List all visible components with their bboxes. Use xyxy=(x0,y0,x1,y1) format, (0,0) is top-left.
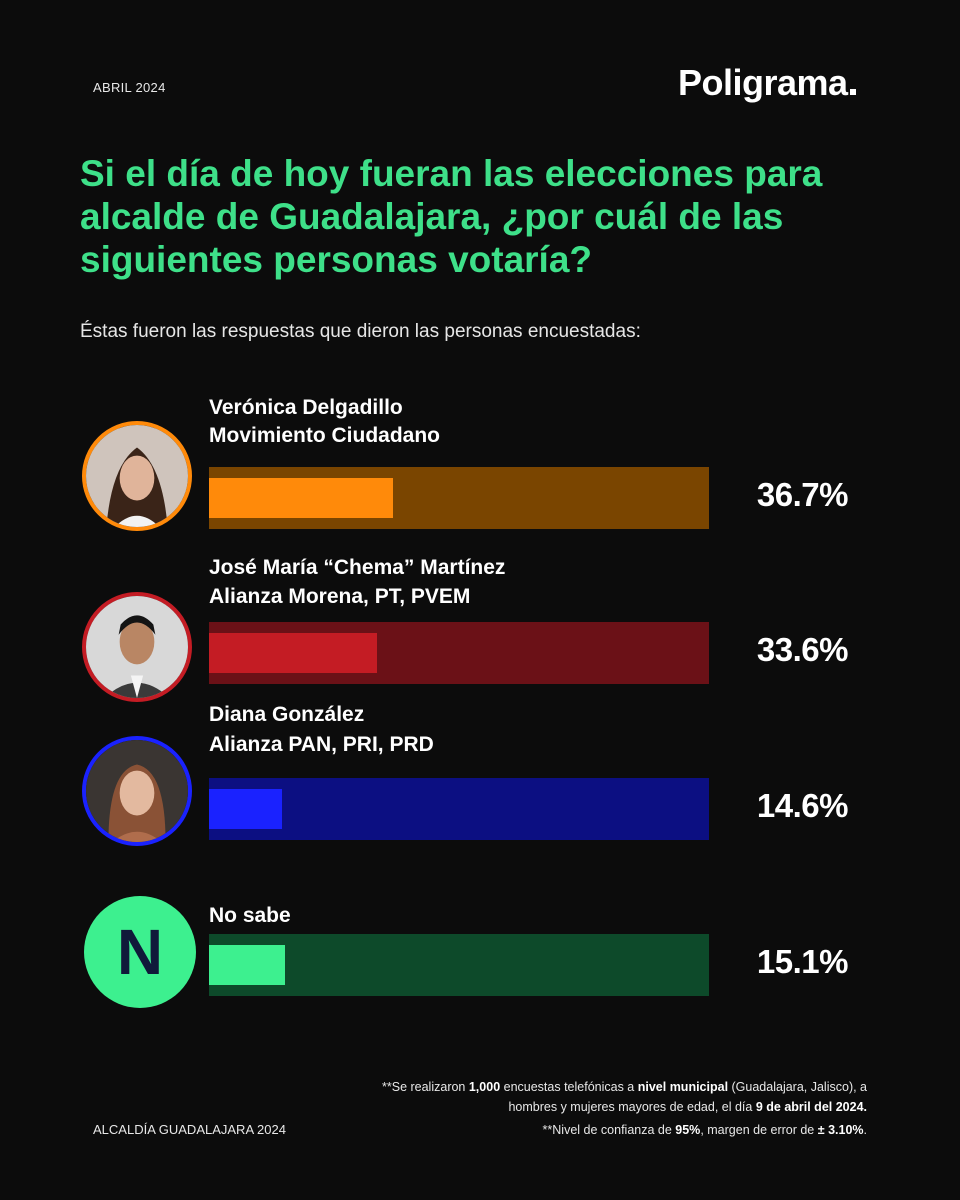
percent-label: 36.7% xyxy=(756,476,849,513)
note-bold: ± 3.10% xyxy=(817,1123,864,1137)
survey-date: ABRIL 2024 xyxy=(93,80,166,95)
no-sabe-logo-icon: N xyxy=(84,896,196,1008)
note-text: **Nivel de confianza de xyxy=(542,1123,676,1137)
bar-fill xyxy=(209,945,285,985)
note-text: **Se realizaron xyxy=(382,1080,469,1094)
candidate-party: Alianza Morena, PT, PVEM xyxy=(209,585,471,608)
note-bold: nivel municipal xyxy=(637,1080,729,1094)
note-bold: 95% xyxy=(675,1123,701,1137)
percent-label: 15.1% xyxy=(756,943,849,980)
chart-subtitle: Éstas fueron las respuestas que dieron l… xyxy=(80,321,641,342)
note-text: . xyxy=(863,1123,867,1137)
candidate-name: Diana González xyxy=(209,703,365,726)
man-portrait-icon xyxy=(82,592,192,702)
percent-label: 14.6% xyxy=(756,787,849,824)
note-text: encuestas telefónicas a xyxy=(500,1080,638,1094)
candidate-name: Verónica Delgadillo xyxy=(209,396,403,419)
candidate-row: Verónica Delgadillo Movimiento Ciudadano… xyxy=(0,392,960,542)
note-text: (Guadalajara, Jalisco), a hombres y muje… xyxy=(508,1080,867,1114)
brand-logo: Poligrama xyxy=(678,62,856,104)
woman-portrait-icon xyxy=(82,736,192,846)
no-sabe-letter: N xyxy=(116,916,164,988)
bar-fill xyxy=(209,789,282,829)
confidence-note: **Nivel de confianza de 95%, margen de e… xyxy=(330,1123,867,1137)
brand-name: Poligrama xyxy=(678,62,848,103)
bar-track xyxy=(209,467,709,529)
chart-title: Si el día de hoy fueran las elecciones p… xyxy=(80,153,823,280)
no-sabe-label: No sabe xyxy=(209,904,291,927)
woman-portrait-icon xyxy=(82,421,192,531)
candidate-party: Movimiento Ciudadano xyxy=(209,424,440,447)
candidate-name: José María “Chema” Martínez xyxy=(209,556,506,579)
candidate-row: Diana González Alianza PAN, PRI, PRD 14.… xyxy=(0,702,960,852)
bar-track xyxy=(209,778,709,840)
bar-track xyxy=(209,934,709,996)
bar-fill xyxy=(209,478,393,518)
note-bold: 9 de abril del 2024. xyxy=(755,1100,867,1114)
brand-dot-icon xyxy=(849,89,856,95)
footer-label: ALCALDÍA GUADALAJARA 2024 xyxy=(93,1122,286,1137)
candidate-party: Alianza PAN, PRI, PRD xyxy=(209,733,434,756)
bar-track xyxy=(209,622,709,684)
note-bold: 1,000 xyxy=(468,1080,501,1094)
percent-label: 33.6% xyxy=(756,631,849,668)
candidate-row: José María “Chema” Martínez Alianza More… xyxy=(0,554,960,704)
methodology-note: **Se realizaron 1,000 encuestas telefóni… xyxy=(330,1077,867,1117)
no-sabe-row: No sabe 15.1% xyxy=(0,900,960,1010)
note-text: , margen de error de xyxy=(700,1123,818,1137)
bar-fill xyxy=(209,633,377,673)
